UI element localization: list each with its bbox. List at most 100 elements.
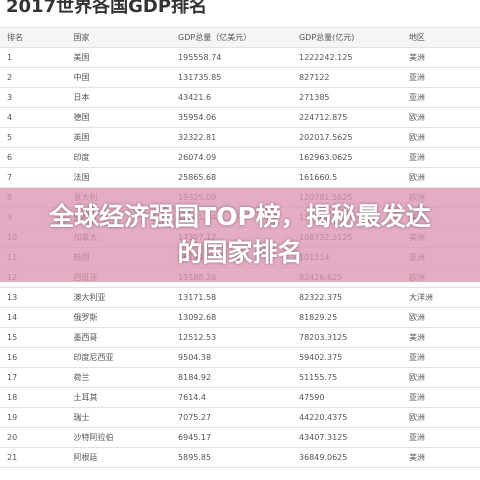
table-cell: 欧洲 [401,167,480,188]
table-cell: 224712.875 [291,107,402,128]
table-cell: 美洲 [401,47,480,68]
table-cell: 欧洲 [401,107,480,128]
table-cell: 13171.58 [171,287,292,308]
table-cell: 161660.5 [291,167,402,188]
table-cell: 78203.3125 [291,327,402,348]
column-header: 地区 [401,27,480,48]
table-cell: 131735.85 [171,67,292,88]
table-row: 20 沙特阿拉伯 6945.17 43407.3125 亚洲 [0,427,480,448]
table-row: 4 德国 35954.06 224712.875 欧洲 [0,107,480,128]
table-cell: 15 [0,327,67,348]
table-cell: 1 [0,47,67,68]
table-cell: 亚洲 [401,67,480,88]
table-cell: 土耳其 [66,387,172,408]
table-cell: 4 [0,107,67,128]
table-cell: 日本 [66,87,172,108]
table-cell: 欧洲 [401,127,480,148]
table-cell: 美洲 [401,327,480,348]
table-cell: 43407.3125 [291,427,402,448]
table-cell: 51155.75 [291,367,402,388]
table-cell: 中国 [66,67,172,88]
table-cell: 32322.81 [171,127,292,148]
table-cell: 欧洲 [401,367,480,388]
title: 2017世界各国GDP排名 [6,0,208,17]
table-cell: 2 [0,67,67,88]
table-cell: 44220.4375 [291,407,402,428]
table-cell: 亚洲 [401,387,480,408]
table-cell: 1222242.125 [291,47,402,68]
table-cell: 827122 [291,67,402,88]
table-cell: 35954.06 [171,107,292,128]
table-cell: 瑞士 [66,407,172,428]
table-cell: 13092.68 [171,307,292,328]
table-cell: 59402.375 [291,347,402,368]
table-cell: 澳大利亚 [66,287,172,308]
table-cell: 5 [0,127,67,148]
column-header: GDP总量(亿元) [291,27,402,48]
table-cell: 7 [0,167,67,188]
table-cell: 欧洲 [401,307,480,328]
banner: 全球经济强国TOP榜，揭秘最发达的国家排名 [0,188,480,282]
table-cell: 美洲 [401,447,480,468]
table-cell: 7614.4 [171,387,292,408]
table-cell: 亚洲 [401,147,480,168]
table-cell: 沙特阿拉伯 [66,427,172,448]
table-row: 2 中国 131735.85 827122 亚洲 [0,67,480,88]
column-header: GDP总量（亿美元） [171,27,292,48]
table-cell: 8184.92 [171,367,292,388]
table-cell: 6 [0,147,67,168]
table-cell: 法国 [66,167,172,188]
table-cell: 3 [0,87,67,108]
table-cell: 印度 [66,147,172,168]
table-cell: 荷兰 [66,367,172,388]
table-cell: 17 [0,367,67,388]
table-cell: 5895.85 [171,447,292,468]
table-cell: 墨西哥 [66,327,172,348]
table-cell: 82322.375 [291,287,402,308]
table-cell: 25865.68 [171,167,292,188]
table-cell: 9504.38 [171,347,292,368]
table-cell: 6945.17 [171,427,292,448]
table-cell: 14 [0,307,67,328]
table-row: 21 阿根廷 5895.85 36849.0625 美洲 [0,447,480,468]
table-cell: 13 [0,287,67,308]
table-row: 6 印度 26074.09 162963.0625 亚洲 [0,147,480,168]
table-cell: 20 [0,427,67,448]
column-header: 国家 [66,27,172,48]
table-cell: 18 [0,387,67,408]
table-row: 18 土耳其 7614.4 47590 亚洲 [0,387,480,408]
table-row: 17 荷兰 8184.92 51155.75 欧洲 [0,367,480,388]
table-cell: 印度尼西亚 [66,347,172,368]
table-cell: 202017.5625 [291,127,402,148]
table-cell: 阿根廷 [66,447,172,468]
table-cell: 26074.09 [171,147,292,168]
table-cell: 欧洲 [401,407,480,428]
table-cell: 亚洲 [401,347,480,368]
table-cell: 195558.74 [171,47,292,68]
table-cell: 16 [0,347,67,368]
table-cell: 162963.0625 [291,147,402,168]
table-cell: 47590 [291,387,402,408]
table-cell: 12512.53 [171,327,292,348]
table-cell: 7075.27 [171,407,292,428]
table-cell: 美国 [66,47,172,68]
table-row: 3 日本 43421.6 271385 亚洲 [0,87,480,108]
header-row: 排名 国家 GDP总量（亿美元） GDP总量(亿元) 地区 [0,27,480,48]
table-cell: 大洋洲 [401,287,480,308]
table-cell: 德国 [66,107,172,128]
table-row: 16 印度尼西亚 9504.38 59402.375 亚洲 [0,347,480,368]
table-cell: 亚洲 [401,427,480,448]
table-cell: 271385 [291,87,402,108]
table-cell: 43421.6 [171,87,292,108]
table-row: 15 墨西哥 12512.53 78203.3125 美洲 [0,327,480,348]
table-row: 19 瑞士 7075.27 44220.4375 欧洲 [0,407,480,428]
table-cell: 36849.0625 [291,447,402,468]
table-row: 13 澳大利亚 13171.58 82322.375 大洋洲 [0,287,480,308]
table-cell: 亚洲 [401,87,480,108]
table-row: 14 俄罗斯 13092.68 81829.25 欧洲 [0,307,480,328]
table-cell: 英国 [66,127,172,148]
banner-text: 全球经济强国TOP榜，揭秘最发达的国家排名 [49,202,431,267]
column-header: 排名 [0,27,67,48]
table-row: 1 美国 195558.74 1222242.125 美洲 [0,47,480,68]
